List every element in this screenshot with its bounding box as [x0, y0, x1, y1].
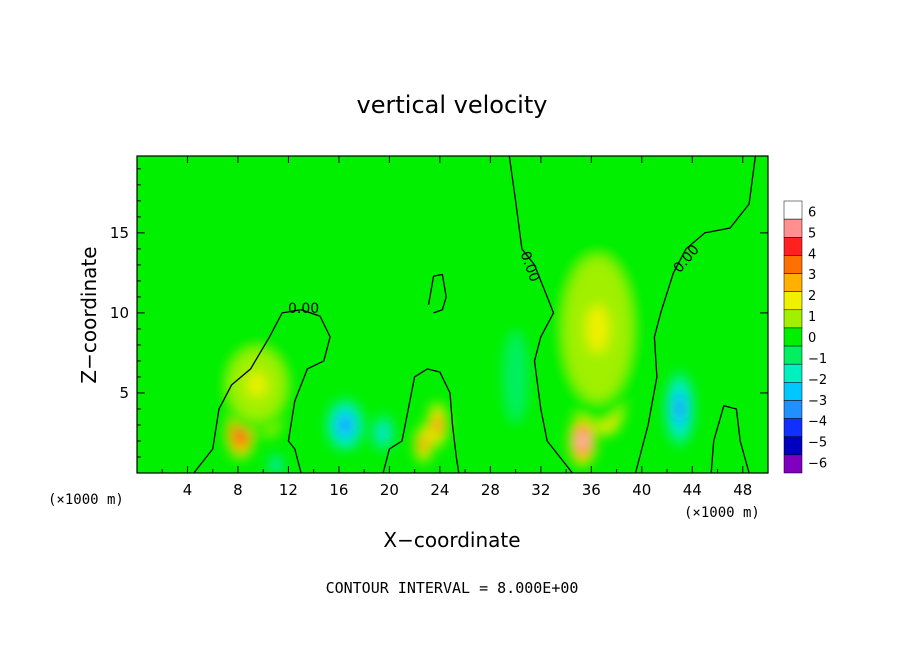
field-feature [325, 398, 365, 452]
field-feature [664, 370, 695, 448]
zero-contour [427, 273, 447, 314]
x-tick-label: 40 [632, 481, 651, 499]
colorbar-label: 0 [808, 331, 816, 346]
y-tick-label: 10 [110, 304, 129, 322]
field-level [579, 434, 586, 448]
colorbar-label: −5 [808, 436, 827, 451]
colorbar-swatch [783, 291, 803, 311]
x-tick-label: 28 [481, 481, 500, 499]
x-tick-label: 12 [279, 481, 298, 499]
x-tick-label: 32 [531, 481, 550, 499]
colorbar-label: 1 [808, 310, 816, 325]
y-axis: 5 10 15 [110, 168, 768, 458]
x-axis: 4 8 12 16 20 24 28 32 36 40 44 48 [161, 156, 752, 499]
x-tick-label: 16 [329, 481, 348, 499]
colorbar-label: −2 [808, 373, 827, 388]
colorbar-label: 2 [808, 289, 816, 304]
colorbar-swatch [783, 200, 803, 220]
x-units-right: (×1000 m) [684, 505, 760, 521]
colorbar-swatch [783, 436, 803, 456]
plot-area: 0.000.00 0.00 [137, 156, 768, 473]
field-level [511, 362, 520, 392]
field-level [236, 426, 245, 440]
x-tick-label: 8 [233, 481, 243, 499]
field-level [421, 439, 426, 449]
zero-contour [634, 156, 757, 473]
x-tick-label: 44 [683, 481, 702, 499]
colorbar-label: 5 [808, 226, 816, 241]
contour-interval-footer: CONTOUR INTERVAL = 8.000E+00 [326, 579, 579, 597]
colorbar-swatch [783, 273, 803, 292]
field-level [273, 462, 278, 468]
colorbar-swatch [783, 255, 803, 274]
colorbar-swatch [783, 418, 803, 437]
y-tick-label: 5 [119, 384, 129, 402]
field-level [247, 372, 267, 397]
colorbar-label: 4 [808, 247, 816, 262]
field-level [340, 418, 351, 432]
colorbar-swatch [783, 309, 803, 329]
zero-contour [193, 309, 331, 473]
colorbar-swatch [783, 363, 803, 383]
plot-frame [136, 155, 769, 474]
colorbar-swatch [783, 345, 803, 365]
x-tick-label: 4 [183, 481, 193, 499]
colorbar-label: −3 [808, 394, 827, 409]
x-units-left: (×1000 m) [48, 492, 124, 508]
zero-contour [710, 405, 750, 473]
field-level [586, 304, 609, 353]
field-feature [268, 453, 284, 473]
colorbar-swatch [783, 382, 803, 401]
x-tick-label: 24 [430, 481, 449, 499]
colorbar: 6 5 4 3 2 1 0 −1 −2 −3 −4 −5 −6 [783, 200, 827, 474]
chart-title: vertical velocity [357, 91, 548, 119]
field-feature [552, 232, 644, 425]
colorbar-swatch [783, 237, 803, 256]
colorbar-swatch [783, 400, 803, 419]
colorbar-swatch [783, 454, 803, 474]
zero-contour [382, 368, 460, 473]
x-axis-title: X−coordinate [383, 528, 520, 552]
field-level [675, 399, 684, 419]
field-level [380, 428, 387, 438]
field-feature [219, 336, 295, 433]
colorbar-swatch [783, 218, 803, 238]
x-tick-label: 20 [380, 481, 399, 499]
y-tick-label: 15 [110, 224, 129, 242]
field-feature [426, 401, 448, 449]
colorbar-label: 6 [808, 205, 816, 220]
x-tick-label: 48 [733, 481, 752, 499]
field-feature [500, 319, 531, 435]
colorbar-label: 3 [808, 268, 816, 283]
velocity-field [219, 232, 695, 473]
y-axis-title: Z−coordinate [77, 246, 101, 383]
field-level [434, 419, 441, 431]
colorbar-label: −1 [808, 352, 827, 367]
field-feature [568, 416, 597, 466]
field-feature [370, 413, 396, 453]
contour-label: 0.00 [288, 301, 319, 317]
zero-contour [508, 156, 573, 473]
colorbar-label: −4 [808, 415, 827, 430]
colorbar-swatch [783, 327, 803, 347]
colorbar-label: −6 [808, 457, 827, 472]
x-tick-label: 36 [582, 481, 601, 499]
